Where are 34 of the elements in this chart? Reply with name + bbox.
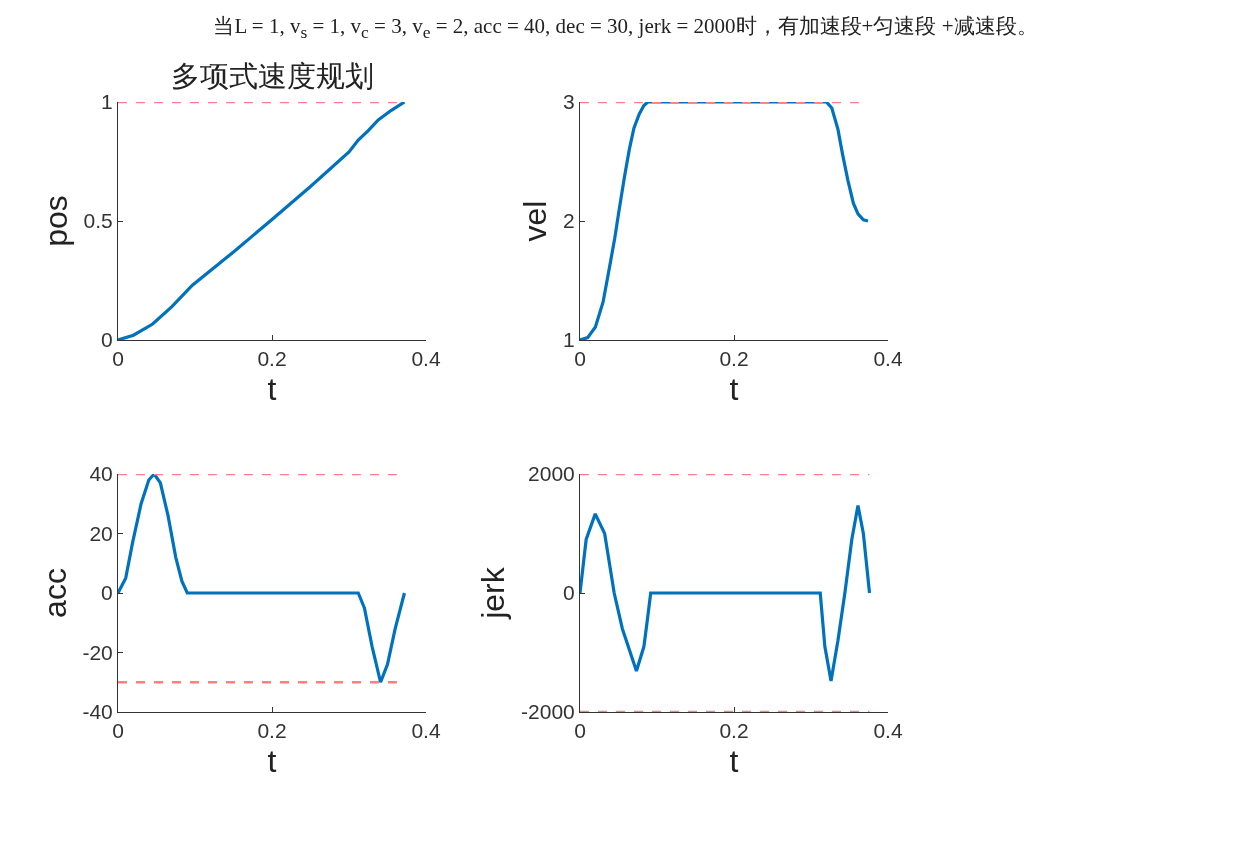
y-tick-label: 20: [89, 521, 113, 545]
y-axis-title: acc: [36, 568, 73, 618]
y-axis-title: pos: [37, 195, 74, 247]
x-tick-label: 0.4: [411, 719, 441, 743]
y-tick-label: 1: [563, 328, 575, 352]
x-tick-label: 0.4: [873, 719, 903, 743]
y-tick-label: -20: [82, 640, 113, 664]
y-tick-label: -2000: [521, 700, 575, 724]
x-axis-title: t: [729, 371, 739, 408]
y-axis-title: vel: [517, 200, 554, 242]
line-series: [118, 474, 407, 684]
x-tick-label: 0.2: [257, 347, 287, 371]
line-series: [580, 503, 872, 683]
y-tick-label: 0: [101, 328, 113, 352]
x-tick-label: 0.2: [719, 347, 749, 371]
y-tick-label: 0.5: [83, 209, 113, 233]
y-tick-label: 0: [563, 581, 575, 605]
x-axis-title: t: [267, 371, 277, 408]
y-tick-label: 2000: [528, 462, 575, 486]
x-axis-title: t: [729, 743, 739, 780]
y-tick-label: 0: [101, 581, 113, 605]
y-tick-label: 1: [101, 90, 113, 114]
y-axis-title: jerk: [475, 566, 512, 620]
y-tick-label: 2: [563, 209, 575, 233]
y-tick-label: -40: [82, 700, 113, 724]
text: 当L = 1, v$_{s}$ = 1, v$_{c}$ = 3, v$_{e}$ = 2, acc = 40, dec = 30, jerk = 2000时，有加速段+匀速段 +减速段。: [212, 13, 1039, 44]
y-tick-label: 40: [89, 462, 113, 486]
x-tick-label: 0.4: [411, 347, 441, 371]
x-tick-label: 0.2: [719, 719, 749, 743]
y-tick-label: 3: [563, 90, 575, 114]
x-tick-label: 0.2: [257, 719, 287, 743]
chart-title: 多项式速度规划: [170, 59, 374, 93]
x-axis-title: t: [267, 743, 277, 780]
x-tick-label: 0.4: [873, 347, 903, 371]
